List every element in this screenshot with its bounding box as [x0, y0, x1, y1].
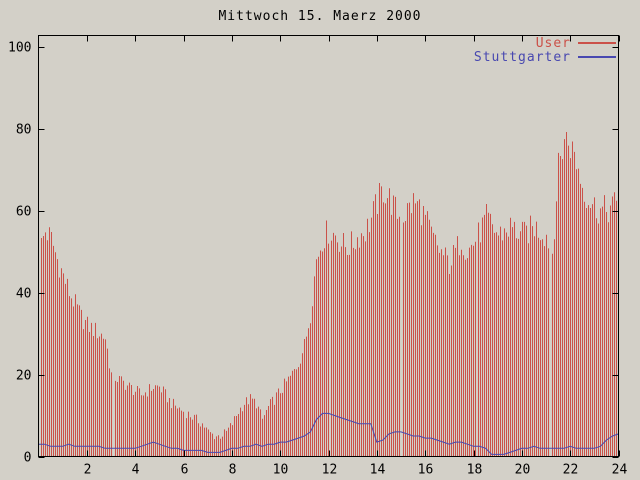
legend-item-stuttgarter: Stuttgarter [473, 49, 616, 65]
legend-user-label: User [535, 35, 571, 51]
legend-item-user: User [474, 35, 616, 51]
svg-text:18: 18 [467, 463, 483, 478]
legend-user-line-sample [578, 42, 616, 44]
legend: User Stuttgarter [473, 35, 616, 65]
svg-text:60: 60 [16, 205, 32, 220]
svg-text:16: 16 [418, 463, 434, 478]
svg-text:40: 40 [16, 287, 32, 302]
legend-stuttgarter-label: Stuttgarter [473, 49, 571, 65]
svg-text:80: 80 [16, 123, 32, 138]
svg-text:24: 24 [612, 463, 628, 478]
svg-text:8: 8 [229, 463, 237, 478]
svg-text:20: 20 [515, 463, 531, 478]
svg-text:4: 4 [132, 463, 140, 478]
svg-text:20: 20 [16, 369, 32, 384]
legend-stuttgarter-line-sample [578, 56, 616, 58]
svg-text:6: 6 [181, 463, 189, 478]
svg-text:2: 2 [84, 463, 92, 478]
svg-text:22: 22 [563, 463, 579, 478]
svg-text:10: 10 [273, 463, 289, 478]
svg-text:12: 12 [322, 463, 338, 478]
chart-title: Mittwoch 15. Maerz 2000 [218, 9, 422, 24]
svg-text:14: 14 [370, 463, 386, 478]
svg-text:100: 100 [8, 41, 31, 56]
svg-text:0: 0 [24, 451, 32, 466]
